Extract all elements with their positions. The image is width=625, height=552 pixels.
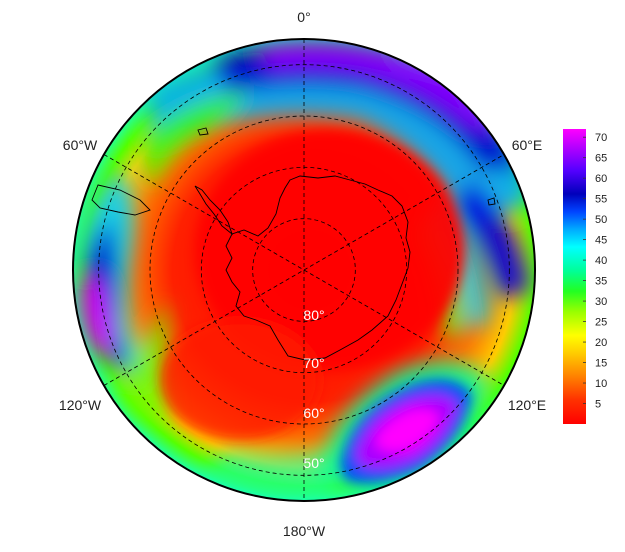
lat-label-80: 80° (303, 307, 324, 323)
colorbar-tick-label: 20 (595, 337, 607, 349)
colorbar-tick-label: 5 (595, 399, 601, 411)
south-america-tip (91, 184, 151, 216)
colorbar-tick-label: 70 (595, 132, 607, 144)
colorbar-tick-label: 30 (595, 296, 607, 308)
antarctic-peninsula (194, 185, 233, 236)
lon-label-60w: 60°W (63, 137, 98, 153)
colorbar-tick-label: 10 (595, 378, 607, 390)
colorbar-tick-label: 15 (595, 358, 607, 370)
lon-label-60e: 60°E (512, 137, 543, 153)
map-boundary (72, 38, 536, 502)
lon-label-120w: 120°W (59, 397, 102, 413)
colorbar-tick-label: 60 (595, 173, 607, 185)
south-georgia (197, 127, 209, 136)
colorbar-gradient (563, 129, 586, 424)
colorbar-ticks: 70 65 60 55 50 45 40 35 30 25 20 15 10 5 (583, 132, 607, 411)
colorbar-tick-label: 65 (595, 153, 607, 165)
meridian-120 (103, 154, 505, 386)
colorbar-tick-label: 55 (595, 194, 607, 206)
lon-label-180w: 180°W (283, 523, 326, 539)
kerguelen (487, 197, 496, 206)
colorbar-tick-label: 35 (595, 276, 607, 288)
colorbar-tick-label: 50 (595, 214, 607, 226)
colorbar: 70 65 60 55 50 45 40 35 30 25 20 15 10 5 (563, 129, 607, 424)
lat-label-50: 50° (303, 455, 324, 471)
lon-label-0: 0° (297, 9, 310, 25)
graticule (98, 39, 510, 501)
colorbar-tick-label: 45 (595, 235, 607, 247)
lat-label-60: 60° (303, 405, 324, 421)
field-raster (73, 39, 535, 501)
lat-label-70: 70° (303, 355, 324, 371)
colorbar-tick-label: 25 (595, 317, 607, 329)
lon-label-120e: 120°E (508, 397, 546, 413)
colorbar-tick-label: 40 (595, 255, 607, 267)
